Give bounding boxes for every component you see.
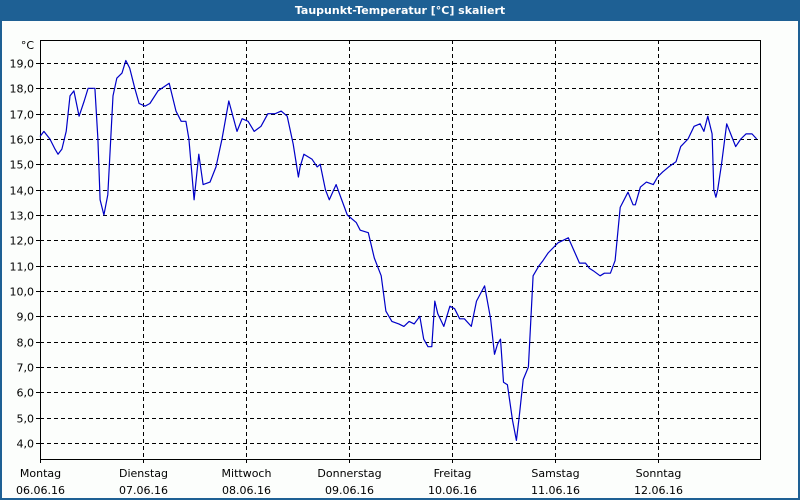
y-tick-label: 17,0 [10,109,35,122]
line-chart: 19,0 18,0 17,0 16,0 15,0 14,0 13,0 12,0 11,0 10,0… [10,39,761,497]
y-tick-label: 6,0 [17,387,35,400]
plot-frame [40,40,761,460]
x-tick-date: 12.06.16 [634,484,683,497]
x-tick-date: 08.06.16 [222,484,271,497]
x-tick-day: Dienstag [119,467,168,480]
y-tick-label: 11,0 [10,261,35,274]
x-tick-day: Samstag [531,467,579,480]
x-tick-date: 11.06.16 [531,484,580,497]
x-tick-day: Mittwoch [222,467,272,480]
x-tick-day: Sonntag [636,467,682,480]
series-line-dewpoint [39,59,758,441]
x-tick-day: Donnerstag [317,467,381,480]
x-tick-day: Freitag [434,467,472,480]
y-axis-unit: °C [21,39,35,52]
y-tick-label: 10,0 [10,286,35,299]
y-tick-label: 5,0 [17,413,35,426]
x-tick-date: 09.06.16 [325,484,374,497]
y-tick-label: 15,0 [10,159,35,172]
chart-canvas: 19,0 18,0 17,0 16,0 15,0 14,0 13,0 12,0 11,0 10,0… [2,21,798,498]
y-tick-label: 13,0 [10,210,35,223]
x-tick-day: Montag [20,467,61,480]
y-tick-label: 7,0 [17,362,35,375]
y-tick-label: 4,0 [17,438,35,451]
window-title: Taupunkt-Temperatur [°C] skaliert [0,0,800,21]
y-tick-label: 12,0 [10,235,35,248]
x-tick-date: 06.06.16 [16,484,65,497]
y-tick-label: 19,0 [10,58,35,71]
y-tick-label: 14,0 [10,185,35,198]
y-tick-label: 16,0 [10,134,35,147]
x-tick-date: 10.06.16 [428,484,477,497]
y-tick-label: 9,0 [17,311,35,324]
y-tick-label: 8,0 [17,337,35,350]
y-tick-label: 18,0 [10,83,35,96]
x-tick-date: 07.06.16 [119,484,168,497]
